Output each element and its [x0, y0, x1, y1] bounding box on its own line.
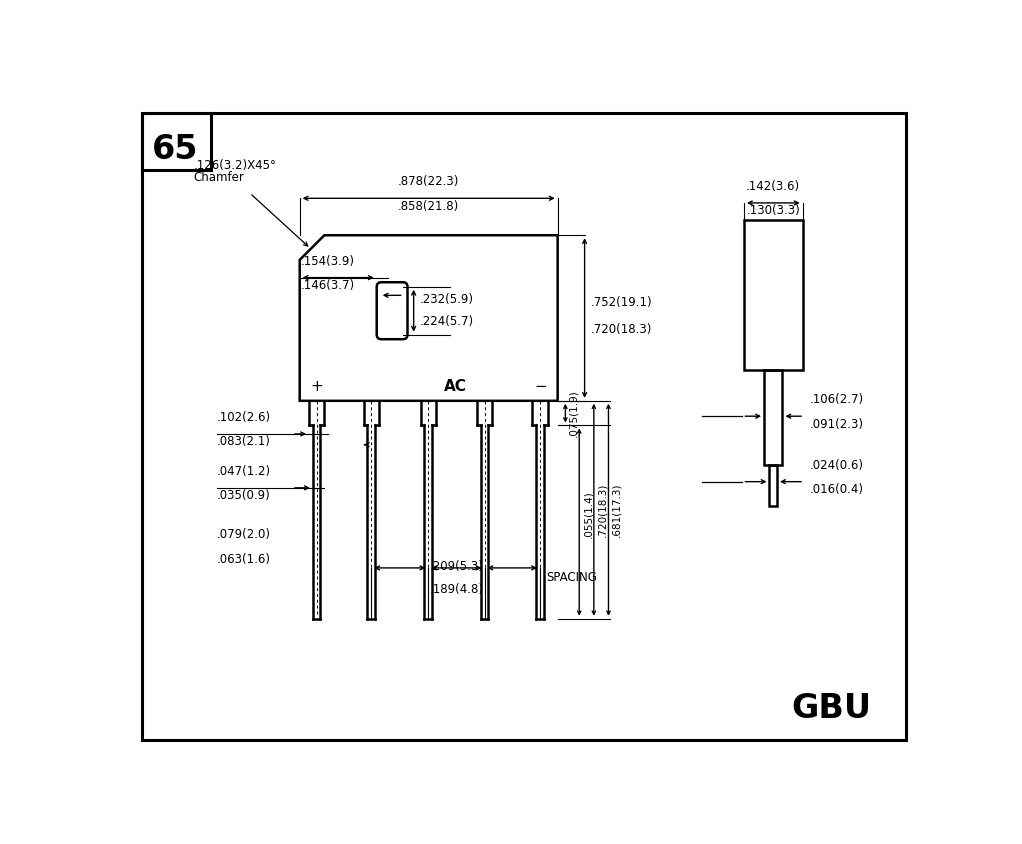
Text: .858(21.8): .858(21.8) [398, 200, 459, 213]
Text: .209(5.3): .209(5.3) [429, 560, 483, 572]
Text: .102(2.6): .102(2.6) [217, 411, 271, 424]
Text: .224(5.7): .224(5.7) [420, 316, 474, 328]
Bar [770, 465, 777, 506]
Text: .130(3.3): .130(3.3) [746, 204, 800, 218]
Text: .079(2.0): .079(2.0) [217, 528, 271, 541]
Bar [764, 370, 783, 465]
Text: .142(3.6): .142(3.6) [746, 180, 800, 193]
Text: .146(3.7): .146(3.7) [301, 279, 356, 292]
Text: .035(0.9): .035(0.9) [217, 490, 270, 502]
Text: .106(2.7): .106(2.7) [810, 393, 865, 406]
Text: AC: AC [445, 380, 467, 394]
Text: .063(1.6): .063(1.6) [217, 553, 271, 565]
Text: .126(3.2)X45°: .126(3.2)X45° [193, 160, 276, 172]
Text: .024(0.6): .024(0.6) [810, 458, 865, 472]
Text: −: − [535, 380, 547, 394]
Text: .083(2.1): .083(2.1) [217, 436, 271, 448]
Text: SPACING: SPACING [546, 571, 597, 584]
Text: .154(3.9): .154(3.9) [301, 256, 356, 268]
Text: .720(18.3): .720(18.3) [591, 322, 652, 336]
Text: .016(0.4): .016(0.4) [810, 484, 865, 496]
Text: .189(4.8): .189(4.8) [429, 583, 483, 597]
Text: GBU: GBU [791, 692, 871, 725]
Text: 65: 65 [152, 133, 198, 165]
Bar [744, 219, 802, 370]
Text: Chamfer: Chamfer [193, 171, 244, 185]
Text: +: + [311, 380, 323, 394]
Text: .091(2.3): .091(2.3) [810, 418, 865, 430]
Text: .878(22.3): .878(22.3) [398, 176, 459, 188]
Text: .075(1.9): .075(1.9) [568, 389, 578, 437]
Text: .681(17.3): .681(17.3) [611, 483, 621, 537]
Text: .720(18.3): .720(18.3) [597, 483, 607, 537]
Text: .232(5.9): .232(5.9) [420, 293, 474, 306]
Text: .752(19.1): .752(19.1) [591, 295, 652, 309]
Text: .055(1.4): .055(1.4) [584, 490, 593, 538]
Text: .047(1.2): .047(1.2) [217, 465, 271, 478]
